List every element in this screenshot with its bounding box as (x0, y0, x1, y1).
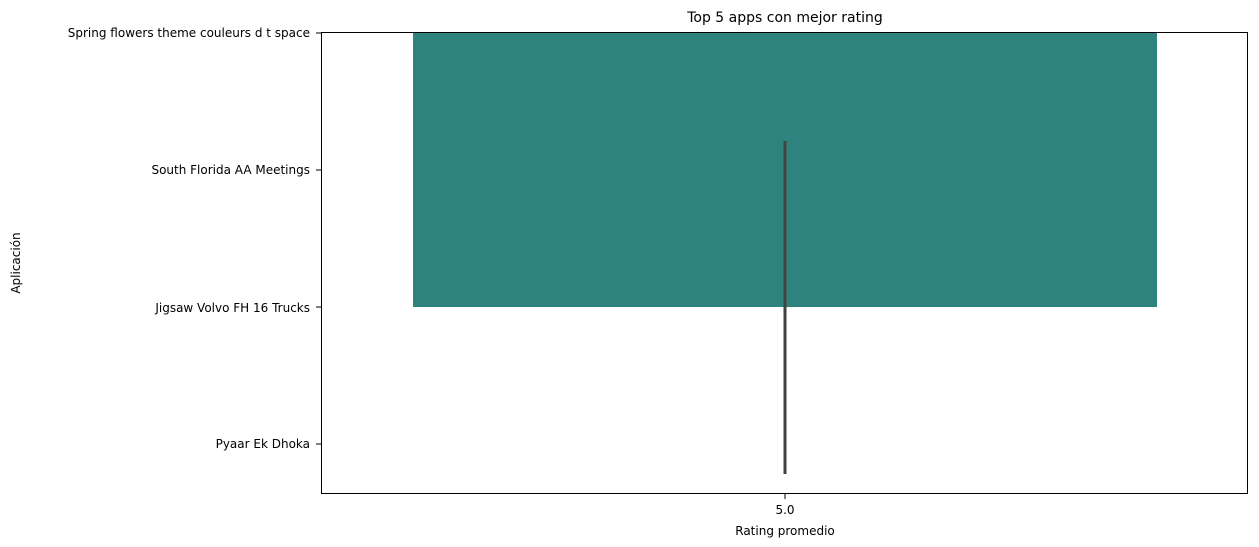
y-tick-label: Jigsaw Volvo FH 16 Trucks (154, 301, 310, 315)
y-axis-label: Aplicación (9, 232, 23, 293)
y-tick-label: Pyaar Ek Dhoka (216, 437, 310, 451)
plot-frame (321, 32, 1248, 494)
y-axis-ticks: Spring flowers theme couleurs d t space … (68, 26, 321, 451)
x-axis-label: Rating promedio (735, 524, 835, 538)
y-tick-label: Spring flowers theme couleurs d t space (68, 26, 310, 40)
x-tick-label: 5.0 (775, 503, 794, 517)
y-tick-label: South Florida AA Meetings (151, 163, 310, 177)
chart-title: Top 5 apps con mejor rating (686, 10, 883, 26)
